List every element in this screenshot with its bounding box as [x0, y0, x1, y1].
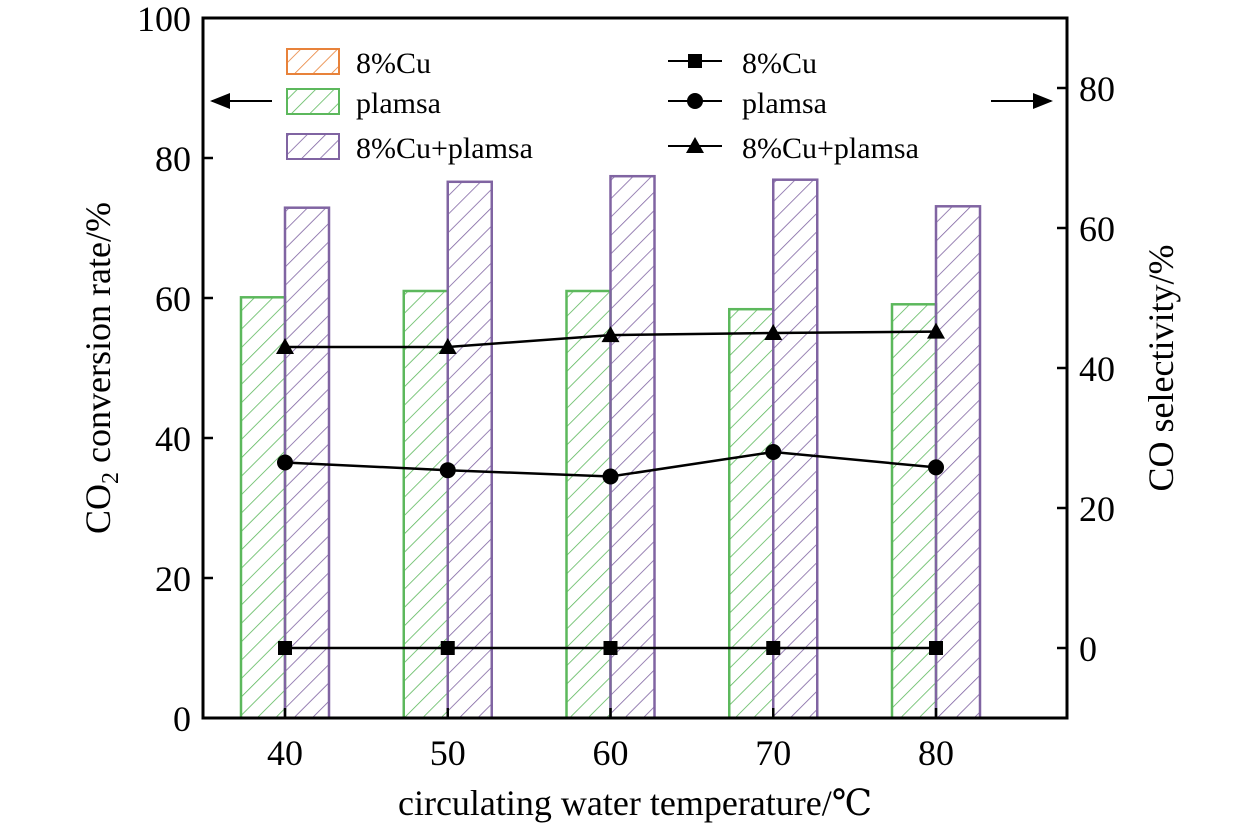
y-right-tick-label: 40	[1079, 349, 1115, 389]
legend-swatch-8cu-plamsa	[286, 133, 340, 160]
y-left-tick-label: 100	[137, 0, 191, 39]
legend-label-bar-8cu-plamsa: 8%Cu+plamsa	[356, 132, 533, 165]
data-point	[276, 338, 294, 354]
data-point	[929, 641, 943, 655]
lines-layer	[276, 322, 945, 655]
legend-swatch-plamsa	[286, 88, 340, 115]
y-left-tick-label: 60	[155, 279, 191, 319]
bar	[609, 174, 656, 720]
legend-label-bar-plamsa: plamsa	[356, 87, 441, 120]
y-axis-left-title-sub: 2	[98, 472, 124, 484]
bar	[446, 180, 493, 720]
data-point	[764, 324, 783, 340]
legend-lines: 8%Cu plamsa 8%Cu+plamsa	[668, 47, 919, 165]
data-point	[277, 454, 293, 471]
bar	[239, 296, 287, 720]
y-right-tick-label: 60	[1079, 209, 1115, 249]
legend-item-bar-8cu-plamsa: 8%Cu+plamsa	[286, 132, 533, 165]
legend-item-line-8cu: 8%Cu	[668, 47, 817, 80]
y-right-tick-label: 80	[1079, 69, 1115, 109]
legend-square-marker	[688, 54, 702, 68]
data-point	[439, 462, 456, 479]
x-tick-label: 40	[267, 733, 303, 773]
legend-item-bar-8cu: 8%Cu	[286, 47, 431, 80]
y-left-tick-label: 80	[155, 139, 191, 179]
y-left-tick-label: 0	[173, 699, 191, 739]
bar	[728, 307, 775, 720]
legend-triangle-marker	[686, 137, 704, 153]
data-point	[927, 322, 945, 339]
legend-swatch-8cu	[286, 48, 340, 75]
y-axis-right-title: CO selectivity/%	[1141, 245, 1181, 492]
data-point	[765, 444, 782, 460]
data-point	[601, 326, 620, 343]
bars-layer	[239, 174, 982, 720]
legend-circle-marker	[687, 93, 703, 109]
axes-layer: 0 20 40 60 80 100 0 20 40 60 80 40 50 60 70 80	[137, 0, 1115, 773]
data-point	[766, 641, 781, 655]
data-point	[440, 641, 455, 655]
legend-label-line-plamsa: plamsa	[742, 87, 827, 120]
x-tick-label: 80	[918, 733, 954, 773]
legend-label-bar-8cu: 8%Cu	[356, 47, 431, 80]
x-tick-label: 70	[755, 733, 791, 773]
data-point	[278, 641, 292, 655]
y-axis-left-title-rest: conversion rate/%	[78, 202, 118, 472]
data-point	[603, 641, 618, 655]
y-right-tick-label: 0	[1079, 629, 1097, 669]
legend-label-line-8cu: 8%Cu	[742, 47, 817, 80]
y-axis-left-title: CO2 conversion rate/%	[78, 202, 124, 534]
y-right-tick-label: 20	[1079, 489, 1115, 529]
y-left-tick-label: 40	[155, 419, 191, 459]
x-tick-label: 50	[430, 733, 466, 773]
bar	[890, 303, 938, 720]
legend-bars: 8%Cu plamsa 8%Cu+plamsa	[286, 47, 533, 165]
x-axis-title: circulating water temperature/℃	[398, 783, 872, 823]
legend-item-bar-plamsa: plamsa	[286, 87, 441, 120]
legend-item-line-plamsa: plamsa	[668, 87, 827, 120]
data-point	[438, 338, 457, 354]
legend-label-line-8cu-plamsa: 8%Cu+plamsa	[742, 132, 919, 165]
data-point	[928, 459, 944, 476]
y-axis-left-title-main: CO	[78, 484, 118, 534]
legend-item-line-8cu-plamsa: 8%Cu+plamsa	[668, 132, 919, 165]
data-point	[602, 468, 619, 485]
y-left-tick-label: 20	[155, 559, 191, 599]
x-tick-label: 60	[593, 733, 629, 773]
